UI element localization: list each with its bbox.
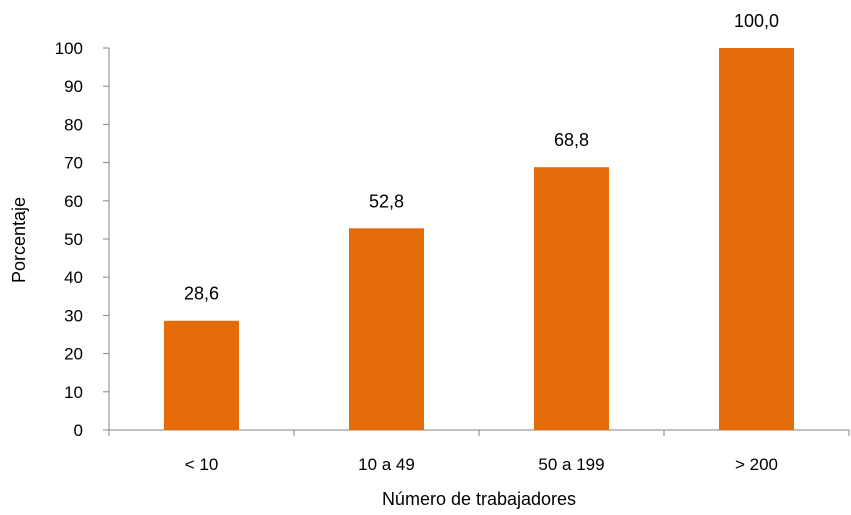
bar [349,228,424,430]
x-axis-title: Número de trabajadores [382,489,576,509]
y-tick-label: 60 [64,192,83,211]
y-tick-label: 30 [64,306,83,325]
y-tick-label: 40 [64,268,83,287]
x-tick-label: 50 a 199 [538,455,604,474]
x-tick-label: 10 a 49 [358,455,415,474]
data-labels: 28,6 52,8 68,8 100,0 [184,11,779,304]
x-axis: < 10 10 a 49 50 a 199 > 200 [108,429,850,474]
x-tick-label: > 200 [735,455,778,474]
data-label: 68,8 [554,130,589,150]
data-label: 28,6 [184,284,219,304]
y-tick-label: 10 [64,383,83,402]
y-axis-title: Porcentaje [9,197,29,283]
data-label: 52,8 [369,191,404,211]
y-tick-label: 100 [55,39,83,58]
y-tick-label: 80 [64,115,83,134]
bars [164,48,794,430]
bar [719,48,794,430]
y-tick-label: 90 [64,77,83,96]
bar [164,320,239,430]
y-tick-label: 20 [64,345,83,364]
y-tick-label: 70 [64,154,83,173]
data-label: 100,0 [734,11,779,31]
y-tick-label: 50 [64,230,83,249]
x-tick-label: < 10 [185,455,219,474]
y-tick-label: 0 [74,421,83,440]
bar [534,167,609,430]
y-axis: 0 10 20 30 40 50 60 70 80 90 100 [55,39,110,440]
